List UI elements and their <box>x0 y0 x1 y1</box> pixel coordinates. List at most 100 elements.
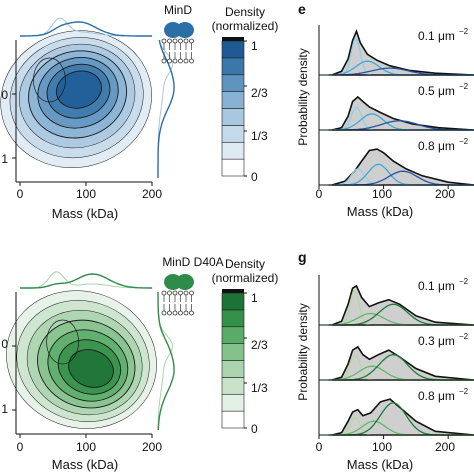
lipid-head <box>178 58 183 64</box>
panel-g-density-stack: g 0.1 μm −2 0.3 μm −2 0.8 μm −2 Probability d… <box>296 249 474 472</box>
mind-membrane-icon <box>161 22 194 64</box>
right-marginal-plot <box>157 39 175 178</box>
density-rows: 0.1 μm −2 0.3 μm −2 0.8 μm −2 <box>318 275 474 439</box>
colorbar-segment <box>221 326 245 344</box>
colorbar-tick-label: 1/3 <box>251 381 268 395</box>
contour-axes <box>12 40 153 186</box>
lipid-head <box>178 310 183 316</box>
x-tick-label: 0 <box>316 187 323 201</box>
concentration-label: 0.8 μm <box>418 139 455 153</box>
total-density-area <box>331 29 474 76</box>
colorbar-title-line2: (normalized) <box>212 271 279 285</box>
total-density-area <box>331 345 474 381</box>
concentration-label: 0.1 μm <box>418 29 455 43</box>
contour-plot <box>0 30 152 169</box>
lipid-head <box>189 38 194 44</box>
x-tick-label: 200 <box>435 440 455 454</box>
y-tick-label: 0 <box>1 88 8 102</box>
colorbar-tick-label: 0 <box>251 170 258 184</box>
concentration-exponent: −2 <box>459 277 469 286</box>
x-tick-label: 100 <box>76 440 96 454</box>
lipid-head <box>183 58 189 64</box>
lipid-head <box>172 58 178 64</box>
concentration-label: 0.8 μm <box>418 389 455 403</box>
lipid-head <box>161 38 167 44</box>
x-tick-label: 0 <box>17 187 24 201</box>
concentration-exponent: −2 <box>459 27 469 36</box>
x-axis-label: Mass (kDa) <box>52 206 118 221</box>
x-tick-label: 0 <box>17 440 24 454</box>
top-marginal-plot <box>20 271 152 289</box>
colorbar-tick-label: 1 <box>251 39 258 53</box>
x-tick-label: 100 <box>372 440 392 454</box>
colorbar-max-cap <box>222 289 244 293</box>
colorbar-segment <box>221 360 245 378</box>
density-contour-level <box>68 349 114 388</box>
lipid-head <box>172 38 178 44</box>
marginal-curve <box>20 271 152 289</box>
panel-letter: g <box>298 249 307 265</box>
colorbar-tick-label: 2/3 <box>251 338 268 352</box>
total-density-area <box>331 148 474 186</box>
colorbar-segment <box>221 377 245 395</box>
marginal-curve <box>157 39 175 178</box>
mind-d40a-membrane-icon <box>161 274 194 316</box>
y-tick-label: 1 <box>1 402 8 416</box>
lipid-head <box>189 290 194 296</box>
total-density-area <box>331 95 474 131</box>
colorbar-title-line1: Density <box>225 257 265 271</box>
colorbar-segment <box>221 410 245 429</box>
density-contour-level <box>46 319 79 365</box>
concentration-exponent: −2 <box>459 82 469 91</box>
protein-monomer-shape <box>176 22 194 38</box>
lipid-head <box>189 310 194 316</box>
protein-label: MinD <box>164 3 192 17</box>
panel-letter: e <box>298 1 306 17</box>
colorbar-segment <box>221 74 245 92</box>
lipid-head <box>167 290 172 296</box>
panel-e-density-stack: e 0.1 μm −2 0.5 μm −2 0.8 μm −2 Probability d… <box>296 1 474 219</box>
total-density-area <box>331 284 474 326</box>
colorbar-tick-label: 0 <box>251 422 258 436</box>
colorbar-segment <box>221 108 245 126</box>
y-tick-label: 1 <box>1 152 8 166</box>
concentration-label: 0.1 μm <box>418 279 455 293</box>
colorbar-segment <box>221 125 245 143</box>
contour-axes <box>12 292 153 438</box>
marginal-curve <box>20 21 152 37</box>
colorbar-tick-label: 1 <box>251 291 258 305</box>
lipid-head <box>189 58 194 64</box>
x-tick-label: 200 <box>142 187 162 201</box>
concentration-exponent: −2 <box>459 387 469 396</box>
lipid-head <box>161 310 167 316</box>
colorbar-segment <box>221 158 245 177</box>
colorbar-segment <box>221 309 245 328</box>
density-rows: 0.1 μm −2 0.5 μm −2 0.8 μm −2 <box>318 25 474 189</box>
panel-mind-contour: MinD Density (normalized) 1 2/3 1/3 0 0 … <box>0 3 278 221</box>
concentration-label: 0.5 μm <box>418 84 455 98</box>
lipid-head <box>167 38 172 44</box>
x-axis-label: Mass (kDa) <box>347 204 413 219</box>
x-axis-label: Mass (kDa) <box>347 457 413 472</box>
colorbar-segment <box>221 292 245 311</box>
panel-mind-d40a-contour: MinD D40A Density (normalized) 1 2/3 1/3… <box>1 255 279 472</box>
lipid-head <box>167 58 172 64</box>
contour-plot <box>6 290 157 429</box>
colorbar-segment <box>221 40 245 59</box>
colorbar-segment <box>221 343 245 361</box>
x-tick-label: 200 <box>142 440 162 454</box>
y-axis-label: Probability density <box>296 48 310 145</box>
colorbar-segment <box>221 91 245 109</box>
right-marginal-plot <box>157 292 175 431</box>
lipid-head <box>167 310 172 316</box>
concentration-label: 0.3 μm <box>418 334 455 348</box>
colorbar <box>221 37 247 177</box>
colorbar-title-line2: (normalized) <box>212 19 279 33</box>
x-tick-label: 200 <box>435 187 455 201</box>
lipid-head <box>178 290 183 296</box>
colorbar-segment <box>221 57 245 76</box>
colorbar-max-cap <box>222 37 244 41</box>
colorbar-tick-label: 1/3 <box>251 129 268 143</box>
x-axis-label: Mass (kDa) <box>52 457 118 472</box>
